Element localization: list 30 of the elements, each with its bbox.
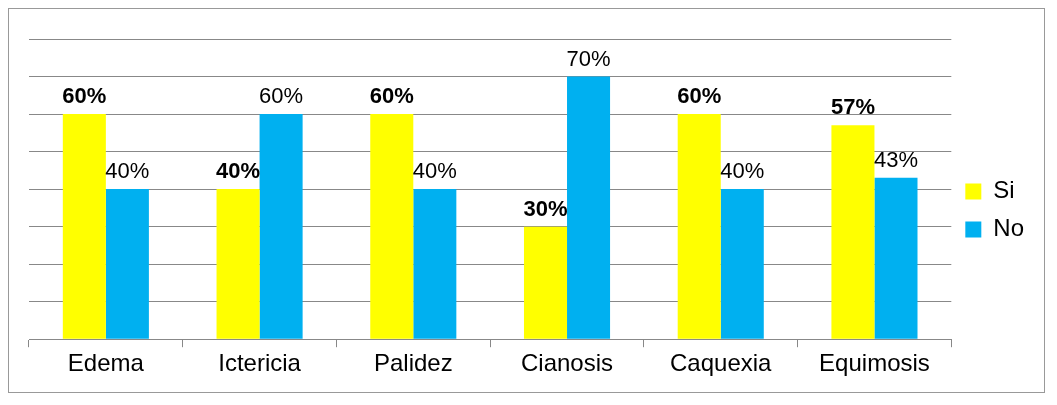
data-label: 60% [62, 83, 107, 109]
data-label: 40% [216, 158, 261, 184]
data-label: 60% [677, 83, 722, 109]
bar [105, 189, 149, 339]
bar [62, 114, 106, 339]
bar [413, 189, 457, 339]
bar [874, 177, 918, 339]
x-tick-label: Caquexia [670, 349, 773, 377]
data-label: 43% [873, 146, 918, 172]
bar [523, 226, 568, 339]
x-tick-label: Cianosis [521, 349, 614, 377]
x-tick-label: Palidez [373, 349, 453, 377]
data-label: 30% [523, 195, 568, 221]
data-label: 70% [566, 45, 611, 71]
data-label: 60% [369, 83, 414, 109]
bar [831, 125, 875, 339]
bar [720, 189, 764, 339]
data-label: 40% [412, 158, 457, 184]
x-tick-label: Edema [67, 349, 145, 377]
x-tick-label: Ictericia [218, 349, 302, 377]
legend-label: Si [993, 176, 1015, 204]
data-label: 60% [259, 83, 304, 109]
bar [259, 114, 303, 339]
bar [216, 189, 260, 339]
bar [677, 114, 721, 339]
bar [567, 76, 611, 339]
x-tick-label: Equimosis [819, 349, 930, 377]
legend-label: No [993, 214, 1025, 242]
data-label: 57% [830, 94, 875, 120]
bar [370, 114, 414, 339]
